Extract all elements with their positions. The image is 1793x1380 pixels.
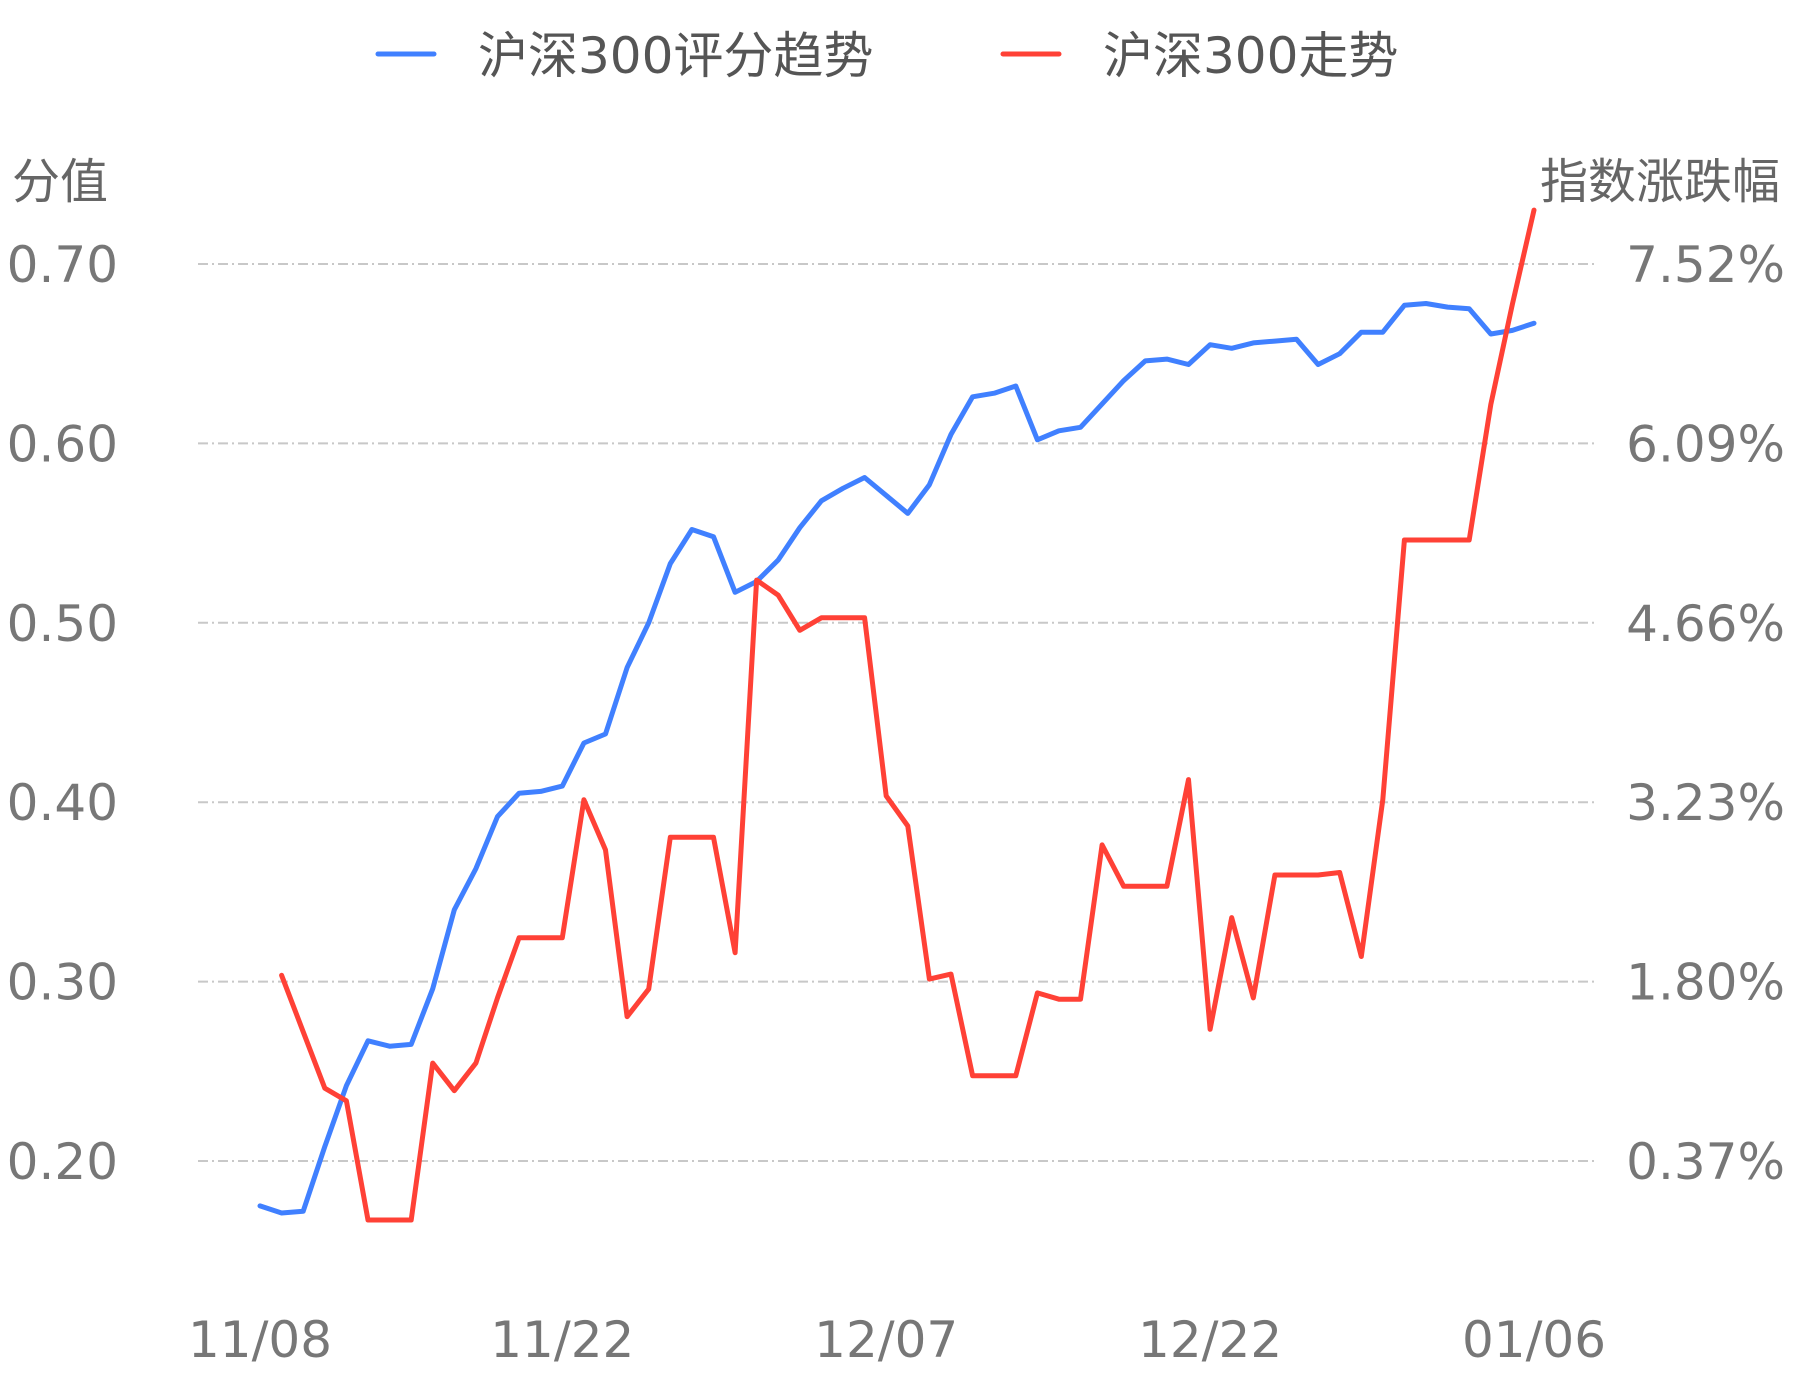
left-axis-ticks: 0.20 0.30 0.40 0.50 0.60 0.70	[7, 236, 118, 1191]
left-tick-label: 0.60	[7, 415, 118, 473]
legend-label-index: 沪深300走势	[1103, 27, 1398, 85]
series-line-score	[257, 301, 1537, 1216]
x-axis-ticks: 11/08 11/22 12/07 12/22 01/06	[188, 1311, 1606, 1369]
right-tick-label: 3.23%	[1626, 774, 1785, 832]
right-tick-label: 0.37%	[1626, 1133, 1785, 1191]
grid-lines	[198, 263, 1598, 1162]
left-tick-label: 0.30	[7, 954, 118, 1012]
right-axis-title: 指数涨跌幅	[1540, 154, 1780, 210]
series-line-index	[279, 207, 1537, 1223]
left-tick-label: 0.40	[7, 774, 118, 832]
left-tick-label: 0.50	[7, 595, 118, 653]
right-axis-ticks: 0.37% 1.80% 3.23% 4.66% 6.09% 7.52%	[1626, 236, 1785, 1191]
x-tick-label: 01/06	[1462, 1311, 1606, 1369]
x-tick-label: 11/22	[490, 1311, 634, 1369]
x-tick-label: 11/08	[188, 1311, 332, 1369]
legend-label-score: 沪深300评分趋势	[478, 27, 873, 85]
left-axis-title: 分值	[12, 154, 108, 210]
right-tick-label: 6.09%	[1626, 415, 1785, 473]
right-tick-label: 7.52%	[1626, 236, 1785, 294]
legend: 沪深300评分趋势 沪深300走势	[375, 27, 1398, 85]
left-tick-label: 0.20	[7, 1133, 118, 1191]
left-tick-label: 0.70	[7, 236, 118, 294]
x-tick-label: 12/22	[1138, 1311, 1282, 1369]
series-layer	[257, 207, 1537, 1223]
right-tick-label: 4.66%	[1626, 595, 1785, 653]
x-tick-label: 12/07	[814, 1311, 958, 1369]
right-tick-label: 1.80%	[1626, 954, 1785, 1012]
